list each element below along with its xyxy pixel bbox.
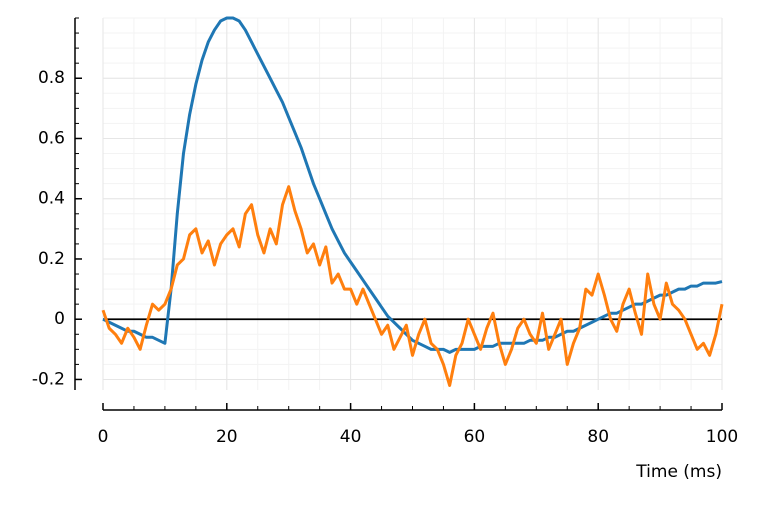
y-tick-label: 0	[54, 309, 65, 329]
y-tick-label: 0.8	[38, 68, 65, 88]
line-series	[101, 185, 724, 387]
x-tick-label: 80	[587, 427, 609, 447]
x-tick-label: 40	[340, 427, 362, 447]
y-tick-label: 0.6	[38, 128, 65, 148]
x-tick-label: 60	[464, 427, 486, 447]
line-series	[102, 16, 723, 354]
x-tick-label: 20	[216, 427, 238, 447]
y-tick-label: 0.2	[38, 249, 65, 269]
y-tick-label: -0.2	[32, 369, 65, 389]
x-tick-label: 0	[98, 427, 109, 447]
y-tick-label: 0.4	[38, 189, 65, 209]
x-axis-label: Time (ms)	[635, 462, 722, 482]
x-tick-label: 100	[706, 427, 738, 447]
